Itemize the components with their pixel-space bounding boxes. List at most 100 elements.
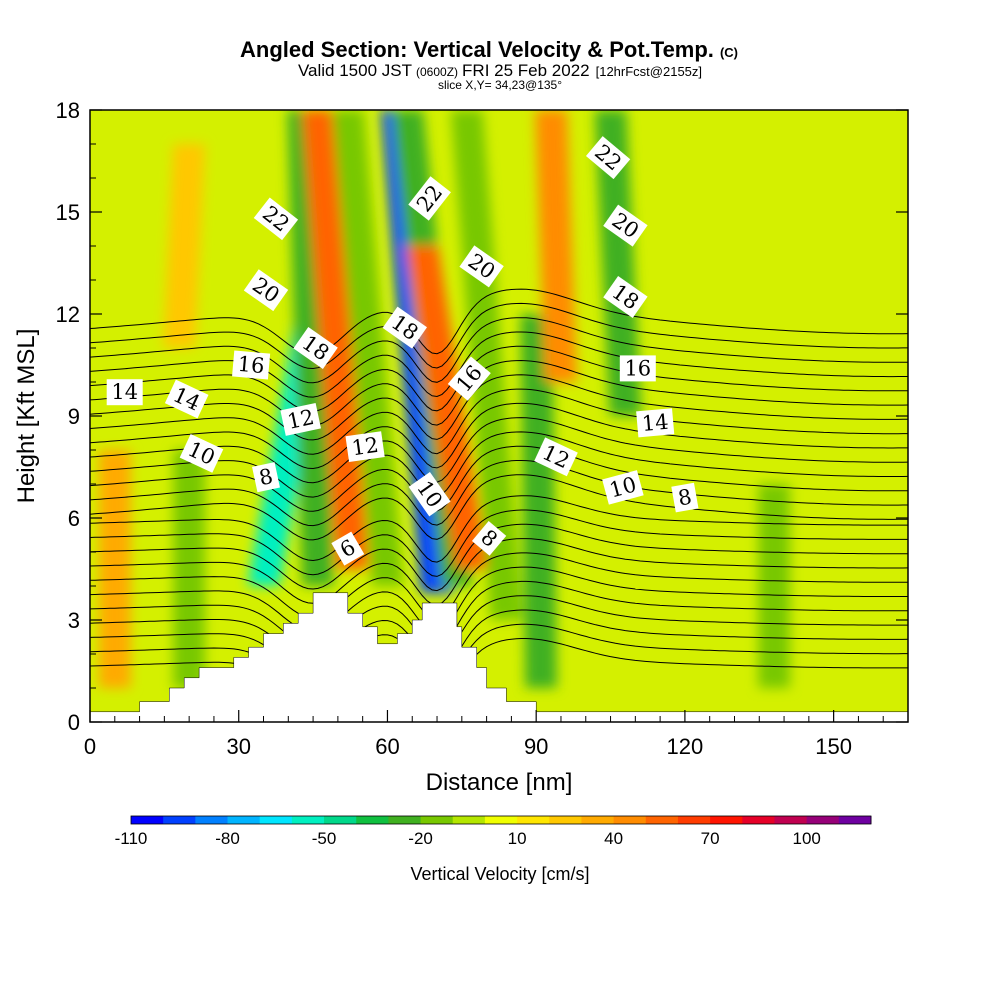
contour-label-6: 12 [280, 402, 322, 436]
velocity-band-8 [520, 314, 558, 688]
contour-label-19: 8 [671, 482, 699, 513]
colorbar-swatch [324, 816, 357, 824]
isentrope-7 [90, 566, 908, 635]
y-tick-label: 18 [56, 98, 80, 123]
isentrope-4 [90, 609, 908, 677]
y-tick-label: 15 [56, 200, 80, 225]
colorbar-swatch [388, 816, 422, 824]
isentrope-2 [90, 638, 908, 706]
isentrope-15 [90, 445, 908, 512]
contour-label-23: 16 [619, 355, 656, 382]
colorbar-tick-label: 100 [793, 829, 821, 848]
colorbar-swatch [549, 816, 582, 824]
colorbar-swatch [710, 816, 743, 824]
colorbar-swatch [581, 816, 615, 824]
x-tick-label: 60 [375, 734, 399, 759]
contour-label-2: 16 [232, 350, 271, 380]
x-tick-label: 90 [524, 734, 548, 759]
colorbar-swatch [131, 816, 164, 824]
contour-label-10: 6 [331, 531, 365, 566]
contour-label-bg [382, 306, 428, 349]
contour-label-bg [603, 276, 648, 318]
x-tick-label: 30 [226, 734, 250, 759]
isentrope-22 [90, 345, 908, 412]
contour-label-bg [636, 408, 675, 438]
colorbar-swatch [645, 816, 679, 824]
contour-label-bg [280, 402, 322, 436]
velocity-band-11 [758, 484, 791, 688]
colorbar: -110 -80 -50 -20 10 40 70 100 [115, 815, 872, 848]
isentrope-11 [90, 509, 908, 577]
contour-label-bg [179, 434, 224, 473]
colorbar-tick-label: -110 [115, 829, 148, 848]
isentrope-8 [90, 552, 908, 620]
chart-slice-label: slice X,Y= 34,23@135° [438, 78, 562, 92]
contour-label-bg [602, 470, 644, 505]
contour-label-bg [585, 136, 631, 180]
colorbar-tick-label: 10 [508, 829, 527, 848]
terrain [90, 592, 908, 722]
contour-label-18: 10 [602, 470, 644, 505]
isentrope-21 [90, 359, 908, 427]
isentrope-26 [90, 288, 908, 355]
contour-label-bg [232, 350, 271, 380]
chart-subtitle: Valid 1500 JST (0600Z) FRI 25 Feb 2022 [12h… [298, 61, 702, 80]
colorbar-swatch [484, 816, 518, 824]
contour-label-text: 16 [237, 352, 266, 378]
colorbar-swatch [452, 816, 486, 824]
isentrope-18 [90, 402, 908, 470]
colorbar-swatch [742, 816, 775, 824]
colorbar-tick-label: 70 [701, 829, 720, 848]
contour-label-bg [671, 482, 699, 513]
isentrope-6 [90, 580, 908, 649]
y-axis-label: Height [Kft MSL] [13, 329, 40, 504]
contour-label-bg [106, 379, 143, 406]
contour-label-bg [331, 531, 365, 566]
y-tick-label: 6 [68, 506, 80, 531]
colorbar-swatch [356, 816, 389, 824]
contour-label-bg [459, 245, 504, 288]
contour-label-text: 14 [111, 380, 138, 404]
contour-label-bg [164, 379, 209, 419]
x-axis: 0 30 60 90 120 150 [84, 710, 884, 759]
contour-label-24: 14 [636, 408, 675, 438]
contour-label-bg [603, 204, 648, 247]
y-tick-label: 0 [68, 710, 80, 735]
contour-label-4: 14 [106, 379, 143, 406]
colorbar-swatch [420, 816, 454, 824]
colorbar-tick-label: -20 [408, 829, 433, 848]
velocity-band-6 [406, 246, 488, 569]
isentrope-24 [90, 317, 908, 384]
contour-label-bg [534, 437, 578, 477]
isentrope-17 [90, 417, 908, 484]
isentrope-3 [90, 623, 908, 692]
contour-label-text: 8 [257, 464, 275, 490]
colorbar-swatch [259, 816, 293, 824]
y-axis: 0 3 6 9 12 15 18 [56, 98, 908, 735]
colorbar-swatch [774, 816, 808, 824]
isentrope-contours [90, 288, 908, 706]
velocity-band-9 [535, 110, 577, 382]
colorbar-swatch [677, 816, 711, 824]
contour-label-bg [408, 471, 451, 517]
contour-label-bg [345, 431, 385, 462]
colorbar-tick-label: -80 [215, 829, 240, 848]
isentrope-16 [90, 431, 908, 498]
contour-label-text: 12 [285, 405, 316, 434]
isentrope-23 [90, 331, 908, 398]
contour-label-8: 8 [252, 462, 280, 493]
colorbar-swatch [195, 816, 229, 824]
colorbar-label: Vertical Velocity [cm/s] [410, 864, 589, 884]
isentrope-19 [90, 388, 908, 455]
velocity-band-3 [331, 110, 404, 586]
y-tick-label: 12 [56, 302, 80, 327]
colorbar-swatch [806, 816, 840, 824]
contour-label-bg [252, 462, 280, 493]
isentrope-14 [90, 460, 908, 527]
contour-label-9: 12 [345, 431, 385, 462]
contour-label-bg [243, 269, 289, 312]
contour-label-text: 16 [624, 356, 651, 380]
contour-label-bg [471, 521, 507, 556]
